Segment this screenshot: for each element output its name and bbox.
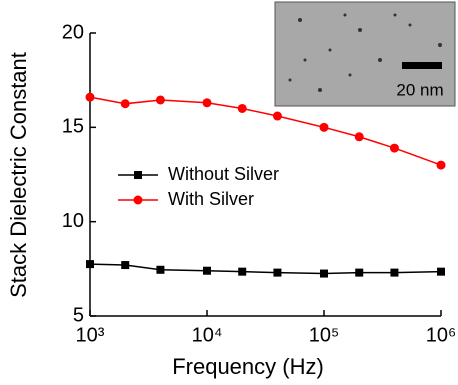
data-point	[238, 104, 247, 113]
data-point	[238, 268, 246, 276]
data-point	[273, 269, 281, 277]
data-point	[320, 123, 329, 132]
x-tick-label: 10⁶	[426, 324, 456, 346]
legend-marker	[134, 196, 143, 205]
data-point	[203, 98, 212, 107]
y-tick-label: 5	[73, 304, 84, 326]
y-tick-label: 10	[62, 210, 84, 232]
data-point	[86, 260, 94, 268]
inset-image: 20 nm	[275, 2, 455, 106]
y-tick-label: 15	[62, 116, 84, 138]
data-line	[90, 264, 441, 273]
x-axis-label: Frequency (Hz)	[172, 354, 324, 379]
y-tick-label: 20	[62, 21, 84, 43]
data-point	[390, 269, 398, 277]
data-point	[121, 261, 129, 269]
data-point	[390, 144, 399, 153]
data-point	[355, 132, 364, 141]
data-line	[90, 97, 441, 165]
data-point	[203, 267, 211, 275]
x-tick-label: 10³	[76, 324, 105, 346]
data-point	[86, 93, 95, 102]
x-tick-label: 10⁵	[309, 324, 340, 346]
legend-label: Without Silver	[168, 164, 279, 184]
data-point	[273, 112, 282, 121]
data-point	[355, 269, 363, 277]
chart: 20 nm Frequency (Hz) Stack Dielectric Co…	[0, 0, 458, 385]
scale-bar-label: 20 nm	[396, 80, 443, 99]
data-point	[437, 268, 445, 276]
y-axis-label: Stack Dielectric Constant	[6, 52, 31, 298]
data-point	[156, 95, 165, 104]
x-tick-label: 10⁴	[192, 324, 223, 346]
legend-label: With Silver	[168, 189, 254, 209]
data-point	[156, 266, 164, 274]
data-point	[320, 270, 328, 278]
data-point	[121, 99, 130, 108]
legend-marker	[134, 171, 142, 179]
data-point	[437, 161, 446, 170]
